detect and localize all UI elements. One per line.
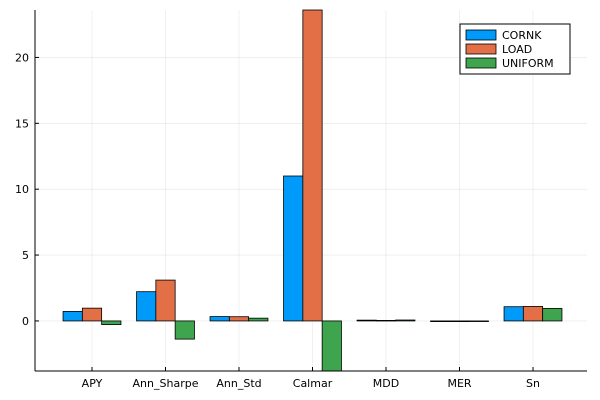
legend-label-uniform: UNIFORM xyxy=(502,57,554,70)
bar-cornk-mdd xyxy=(356,319,377,322)
bar-cornk-ann-std xyxy=(209,316,230,322)
bar-cornk-mer xyxy=(430,320,451,322)
bar-load-ann-sharpe xyxy=(155,279,176,322)
axes xyxy=(34,10,587,372)
legend-swatch-load xyxy=(465,43,497,55)
y-tick-label: 20 xyxy=(15,51,29,64)
bar-cornk-apy xyxy=(62,311,83,322)
bar-uniform-sn xyxy=(542,308,563,322)
bar-uniform-ann-sharpe xyxy=(174,320,195,340)
bar-cornk-calmar xyxy=(283,175,304,322)
bar-load-apy xyxy=(81,307,103,322)
bar-uniform-ann-std xyxy=(248,317,269,322)
bar-uniform-apy xyxy=(101,320,122,326)
x-tick-label: Sn xyxy=(526,377,540,390)
bar-uniform-calmar xyxy=(321,320,342,372)
x-tick-label: Calmar xyxy=(293,377,333,390)
x-tick-label: MDD xyxy=(373,377,399,390)
y-tick-label: 10 xyxy=(15,183,29,196)
y-tick-label: 15 xyxy=(15,117,29,130)
bar-load-mdd xyxy=(375,320,397,322)
bars xyxy=(62,9,563,372)
legend-label-load: LOAD xyxy=(502,43,532,56)
bar-load-mer xyxy=(449,320,470,322)
bar-uniform-mdd xyxy=(395,319,416,322)
bar-load-ann-std xyxy=(228,316,250,322)
y-axis-ticks: 0 5 10 15 20 xyxy=(15,51,39,328)
bar-cornk-ann-sharpe xyxy=(136,291,157,322)
x-tick-label: Ann_Std xyxy=(216,377,261,390)
x-tick-label: Ann_Sharpe xyxy=(133,377,199,390)
x-tick-label: APY xyxy=(82,377,103,390)
legend-swatch-cornk xyxy=(465,29,497,41)
x-tick-label: MER xyxy=(447,377,471,390)
bar-load-calmar xyxy=(302,9,323,322)
bar-cornk-sn xyxy=(503,306,524,322)
legend-swatch-uniform xyxy=(465,57,497,69)
x-axis-ticks: APY Ann_Sharpe Ann_Std Calmar MDD MER Sn xyxy=(82,367,540,390)
legend-label-cornk: CORNK xyxy=(502,29,542,42)
y-tick-label: 0 xyxy=(22,315,29,328)
y-tick-label: 5 xyxy=(22,249,29,262)
bar-load-sn xyxy=(522,306,544,322)
bar-uniform-mer xyxy=(468,320,489,322)
